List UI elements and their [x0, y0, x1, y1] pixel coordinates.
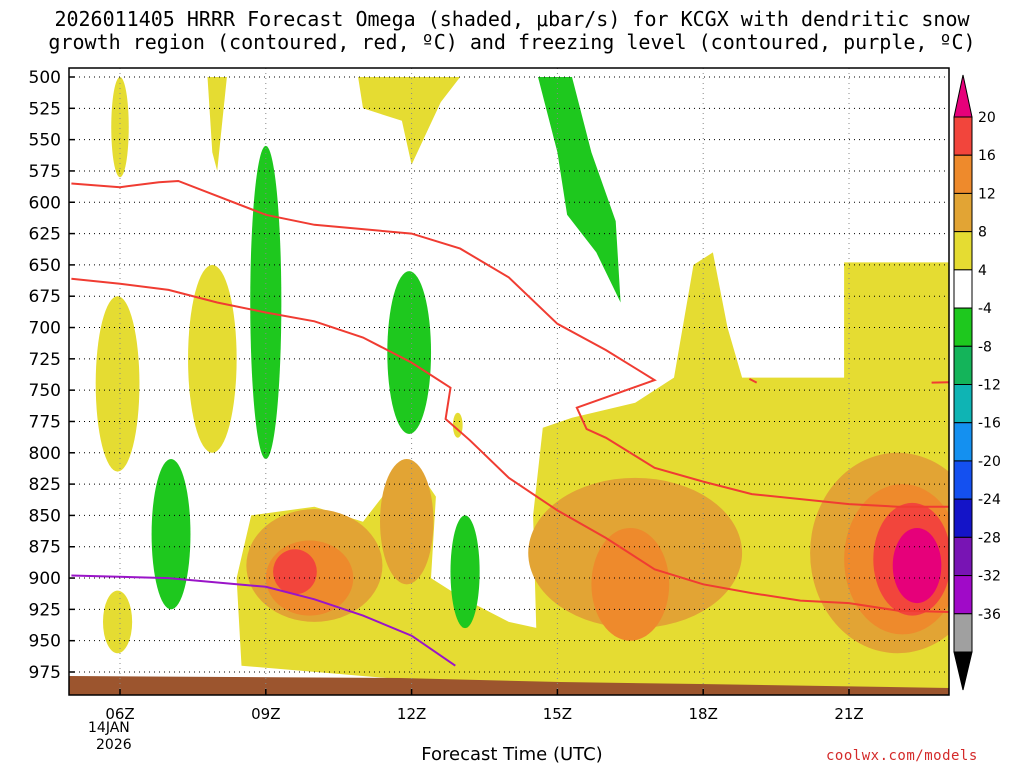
y-tick-label: 725: [29, 350, 61, 370]
shade-green-top: [538, 77, 621, 303]
y-tick-label: 975: [29, 663, 61, 683]
contour-lines: [71, 179, 949, 667]
x-tick-label: 18Z: [689, 705, 718, 723]
y-tick-label: 625: [29, 225, 61, 245]
colorbar-tick-label: -28: [978, 530, 1001, 546]
colorbar-swatch: [953, 422, 973, 462]
chart-title-line1: 2026011405 HRRR Forecast Omega (shaded, …: [54, 7, 970, 31]
colorbar-top-arrow: [953, 74, 973, 118]
colorbar-tick-label: -16: [978, 416, 1001, 432]
x-axis-ticks: 06Z 09Z 12Z 15Z 18Z 21Z: [105, 689, 864, 723]
y-tick-label: 550: [29, 131, 61, 151]
dgz-contour-dgz-lower: [71, 277, 949, 613]
grid-lines: [69, 68, 949, 695]
shade-yellow-b2: [111, 77, 129, 178]
y-tick-label: 525: [29, 99, 61, 119]
colorbar-swatch: [953, 231, 973, 271]
watermark: coolwx.com/models: [826, 748, 978, 764]
colorbar-tick-label: 16: [978, 148, 996, 164]
colorbar-tick-label: -12: [978, 378, 1001, 394]
y-tick-label: 800: [29, 444, 61, 464]
y-tick-label: 875: [29, 538, 61, 558]
x-axis-title: Forecast Time (UTC): [421, 744, 603, 765]
x-tick-label: 15Z: [543, 705, 572, 723]
y-tick-label: 775: [29, 412, 61, 432]
shade-green-2: [387, 271, 432, 434]
dgz-contour-dgz-right-tail: [931, 381, 949, 384]
plot-border: [68, 67, 950, 696]
colorbar-tick-label: 12: [978, 186, 996, 202]
colorbar-tick-label: -4: [978, 301, 992, 317]
colorbar-bottom-arrow: [953, 651, 973, 691]
colorbar-tick-label: -36: [978, 607, 1001, 623]
x-tick-label: 06Z: [105, 705, 134, 723]
y-tick-label: 575: [29, 162, 61, 182]
colorbar-tick-label: -24: [978, 492, 1001, 508]
shade-green-1: [250, 145, 282, 460]
shade-yellow-b1: [95, 296, 140, 472]
plot-frame: [68, 67, 950, 696]
colorbar-swatch: [953, 269, 973, 309]
dgz-contour-dgz-upper: [71, 179, 949, 508]
colorbar-swatch: [953, 536, 973, 577]
x-tick-label: 12Z: [397, 705, 426, 723]
shade-red-1: [273, 549, 317, 595]
y-tick-label: 900: [29, 569, 61, 589]
colorbar-swatch: [953, 345, 973, 385]
chart-title: 2026011405 HRRR Forecast Omega (shaded, …: [0, 8, 1024, 54]
colorbar-swatch: [953, 154, 973, 194]
colorbar-swatch: [953, 192, 973, 233]
y-tick-label: 850: [29, 506, 61, 526]
omega-shading: [69, 77, 949, 695]
y-tick-label: 950: [29, 632, 61, 652]
shade-green-4: [450, 515, 480, 629]
shade-orange-light-2: [380, 459, 434, 585]
shade-yellow-b5: [452, 412, 463, 438]
colorbar-swatch: [953, 575, 973, 615]
y-axis-ticks: 500 525 550 575 600 625 650 675 700 725 750 775 800 8…: [29, 68, 75, 683]
colorbar-tick-label: -8: [978, 339, 992, 355]
dgz-contour-dgz-right-tail2: [748, 378, 758, 384]
colorbar-tick-label: -20: [978, 454, 1001, 470]
shade-orange-2: [591, 527, 670, 641]
shade-yellow-top1: [358, 77, 461, 165]
colorbar-swatch: [953, 460, 973, 500]
y-tick-label: 750: [29, 381, 61, 401]
freezing-level-contour: [71, 574, 456, 667]
colorbar-tick-label: 8: [978, 225, 987, 241]
y-tick-label: 925: [29, 600, 61, 620]
y-tick-label: 500: [29, 68, 61, 88]
shade-green-3: [151, 459, 191, 610]
y-tick-label: 700: [29, 319, 61, 339]
colorbar-swatch: [953, 384, 973, 424]
date-year-label: 2026: [96, 737, 132, 753]
x-tick-label: 21Z: [834, 705, 863, 723]
y-tick-label: 600: [29, 193, 61, 213]
colorbar-tick-label: 20: [978, 110, 996, 126]
date-day-label: 14JAN: [88, 720, 130, 736]
colorbar-tick-label: -32: [978, 569, 1001, 585]
x-tick-label: 09Z: [251, 705, 280, 723]
shade-yellow-b4: [102, 590, 133, 654]
chart-title-line2: growth region (contoured, red, ºC) and f…: [48, 30, 976, 54]
shade-magenta-1: [892, 527, 942, 604]
y-tick-label: 675: [29, 287, 61, 307]
y-tick-label: 650: [29, 256, 61, 276]
colorbar-swatch: [953, 613, 973, 653]
colorbar-swatch: [953, 498, 973, 538]
colorbar-swatch: [953, 307, 973, 347]
colorbar-swatch: [953, 116, 973, 156]
colorbar: 20 16 12 8 4 -4 -8 -12 -16 -20 -24 -28 -32 -36: [953, 74, 1001, 691]
colorbar-tick-label: 4: [978, 263, 987, 279]
shade-yellow-top2: [207, 77, 227, 171]
y-tick-label: 825: [29, 475, 61, 495]
shade-yellow-b3: [188, 264, 237, 453]
surface-terrain: [69, 676, 949, 695]
